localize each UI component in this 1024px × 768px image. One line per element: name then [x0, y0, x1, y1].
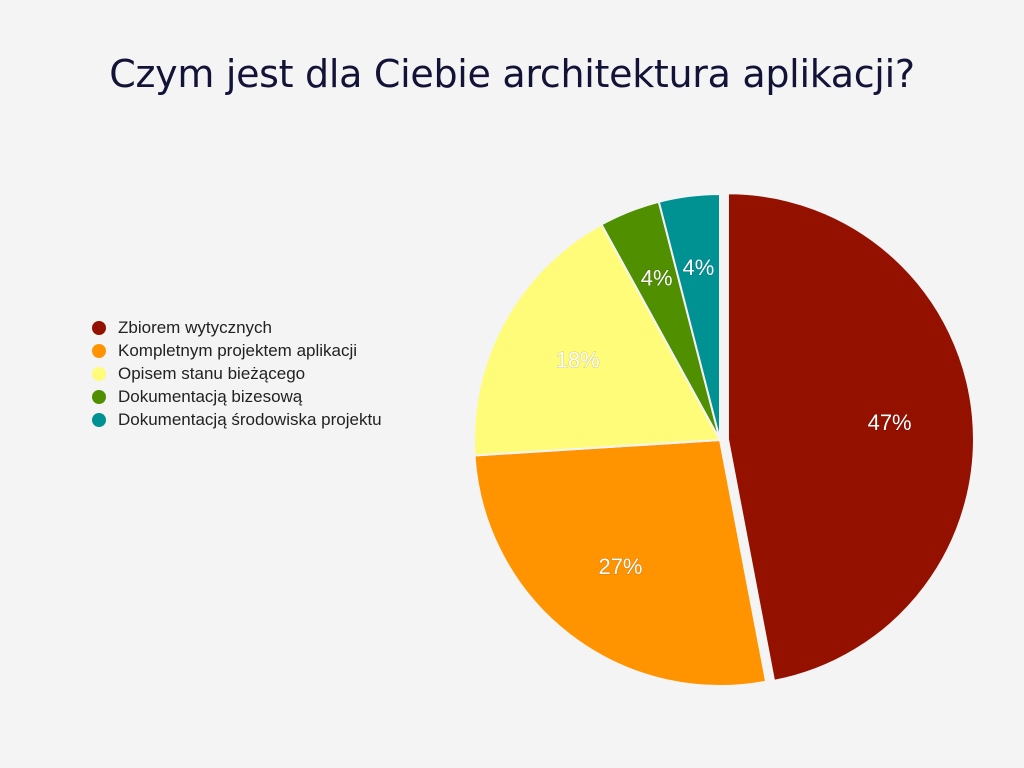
chart-legend: Zbiorem wytycznych Kompletnym projektem …: [92, 316, 382, 431]
pie-slice: [473, 438, 768, 687]
legend-swatch-icon: [92, 412, 106, 427]
legend-label: Opisem stanu bieżącego: [118, 363, 306, 383]
slice-data-label: 27%: [598, 554, 642, 579]
legend-item: Zbiorem wytycznych: [92, 316, 382, 339]
pie-slice: [473, 223, 722, 457]
legend-item: Kompletnym projektem aplikacji: [92, 339, 382, 362]
legend-swatch-icon: [92, 320, 106, 335]
legend-label: Dokumentacją bizesową: [118, 386, 303, 406]
slice-data-label: 47%: [868, 410, 912, 435]
legend-swatch-icon: [92, 389, 106, 404]
slice-data-label: 18%: [556, 348, 600, 373]
legend-item: Dokumentacją środowiska projektu: [92, 408, 382, 431]
slice-data-label: 4%: [683, 255, 715, 280]
chart-title: Czym jest dla Ciebie architektura aplika…: [109, 52, 915, 96]
legend-label: Kompletnym projektem aplikacji: [118, 340, 358, 360]
legend-swatch-icon: [92, 343, 106, 358]
legend-item: Dokumentacją bizesową: [92, 385, 382, 408]
legend-item: Opisem stanu bieżącego: [92, 362, 382, 385]
pie-slice: [657, 192, 721, 441]
slice-data-label: 4%: [641, 266, 673, 291]
pie-slice: [726, 192, 975, 683]
legend-swatch-icon: [92, 366, 106, 381]
legend-label: Zbiorem wytycznych: [118, 317, 272, 337]
legend-label: Dokumentacją środowiska projektu: [118, 409, 382, 429]
